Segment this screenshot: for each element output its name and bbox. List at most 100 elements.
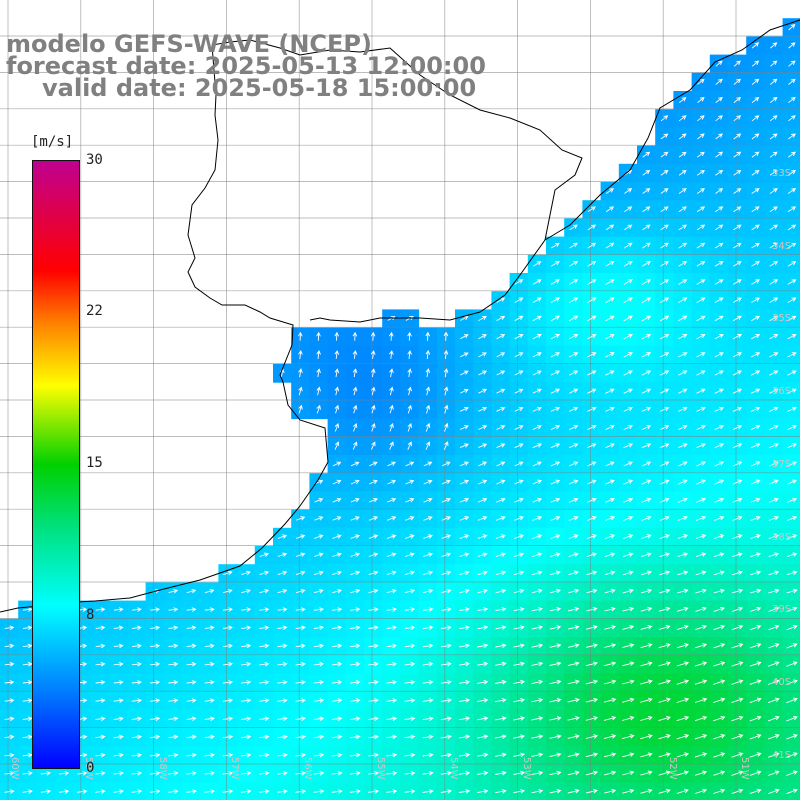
wind-arrow — [715, 115, 723, 122]
wind-cell — [782, 782, 800, 800]
wind-arrow — [603, 715, 617, 721]
wind-arrow — [241, 588, 251, 594]
wind-arrow — [404, 698, 416, 703]
wind-arrow — [332, 461, 342, 467]
wind-arrow — [204, 607, 215, 612]
wind-arrow — [277, 643, 288, 649]
wind-arrow — [550, 425, 561, 430]
wind-arrow — [477, 607, 489, 612]
wind-arrow — [389, 386, 394, 396]
wind-arrow — [277, 625, 288, 631]
wind-arrow — [786, 570, 798, 576]
wind-arrow — [731, 697, 744, 704]
wind-arrow — [587, 388, 597, 394]
wind-arrow — [787, 406, 797, 412]
wind-arrow — [404, 625, 416, 630]
wind-arrow — [731, 752, 744, 758]
wind-arrow — [460, 334, 469, 340]
wind-arrow — [603, 770, 617, 776]
wind-arrow — [550, 570, 561, 576]
wind-arrow — [422, 716, 434, 721]
wind-arrow — [732, 497, 743, 503]
wind-arrow — [422, 679, 434, 685]
lon-label: 54W — [448, 757, 459, 780]
wind-arrow — [567, 752, 580, 758]
wind-arrow — [277, 534, 288, 539]
wind-arrow — [770, 60, 778, 67]
wind-arrow — [150, 625, 161, 631]
wind-arrow — [770, 78, 778, 85]
wind-arrow — [298, 349, 303, 359]
wind-arrow — [787, 242, 797, 249]
wind-arrow — [660, 242, 669, 249]
wind-arrow — [477, 789, 489, 794]
wind-arrow — [404, 570, 415, 576]
wind-arrow — [731, 606, 744, 612]
wind-arrow — [605, 388, 615, 394]
wind-arrow — [640, 715, 653, 721]
wind-arrow — [223, 570, 233, 576]
wind-arrow — [241, 625, 252, 631]
wind-arrow — [404, 588, 416, 594]
wind-arrow — [334, 350, 340, 359]
wind-arrow — [786, 552, 798, 558]
wind-arrow — [332, 607, 343, 612]
wind-arrow — [386, 734, 398, 740]
wind-arrow — [640, 606, 653, 612]
wind-arrow — [749, 715, 762, 722]
wind-arrow — [514, 425, 524, 430]
wind-arrow — [641, 370, 652, 376]
wind-arrow — [259, 607, 270, 612]
wind-arrow — [331, 734, 343, 740]
forecast-date: forecast date: 2025-05-13 12:00:00 — [6, 52, 486, 80]
wind-arrow — [623, 297, 633, 304]
wind-arrow — [713, 752, 726, 758]
wind-arrow — [568, 315, 579, 322]
wind-arrow — [605, 297, 615, 304]
wind-arrow — [676, 715, 690, 722]
wind-arrow — [495, 734, 507, 739]
lon-label: 59W — [83, 757, 94, 780]
wind-arrow — [567, 661, 580, 667]
wind-arrow — [786, 534, 798, 539]
wind-arrow — [459, 534, 470, 539]
wind-arrow — [513, 752, 526, 758]
wind-arrow — [386, 607, 397, 612]
wind-arrow — [204, 661, 215, 667]
wind-arrow — [751, 334, 761, 340]
wind-arrow — [150, 734, 161, 740]
wind-arrow — [386, 698, 398, 703]
wind-arrow — [389, 350, 394, 359]
wind-arrow — [532, 334, 542, 340]
wind-arrow — [694, 734, 708, 740]
wind-arrow — [641, 261, 651, 267]
wind-arrow — [731, 643, 744, 649]
wind-arrow — [95, 661, 106, 667]
wind-arrow — [478, 443, 488, 449]
wind-arrow — [733, 97, 742, 103]
wind-arrow — [696, 206, 706, 213]
wind-arrow — [131, 680, 142, 685]
wind-arrow — [769, 352, 779, 358]
wind-arrow — [769, 425, 779, 431]
wind-arrow — [786, 679, 798, 685]
wind-arrow — [714, 315, 724, 322]
wind-arrow — [786, 661, 798, 667]
wind-arrow — [295, 570, 306, 576]
wind-arrow — [259, 570, 270, 576]
wind-arrow — [714, 443, 725, 449]
wind-arrow — [496, 443, 506, 449]
wind-arrow — [368, 607, 379, 612]
wind-arrow — [603, 697, 617, 703]
wind-arrow — [368, 497, 378, 503]
wind-arrow — [113, 752, 124, 758]
wind-arrow — [495, 789, 507, 794]
wind-arrow — [496, 406, 506, 412]
wind-arrow — [749, 770, 762, 776]
wind-arrow — [531, 570, 543, 576]
wind-arrow — [749, 643, 762, 649]
wind-arrow — [496, 370, 506, 376]
wind-arrow — [751, 78, 760, 85]
wind-arrow — [731, 570, 744, 576]
wind-arrow — [750, 588, 762, 594]
